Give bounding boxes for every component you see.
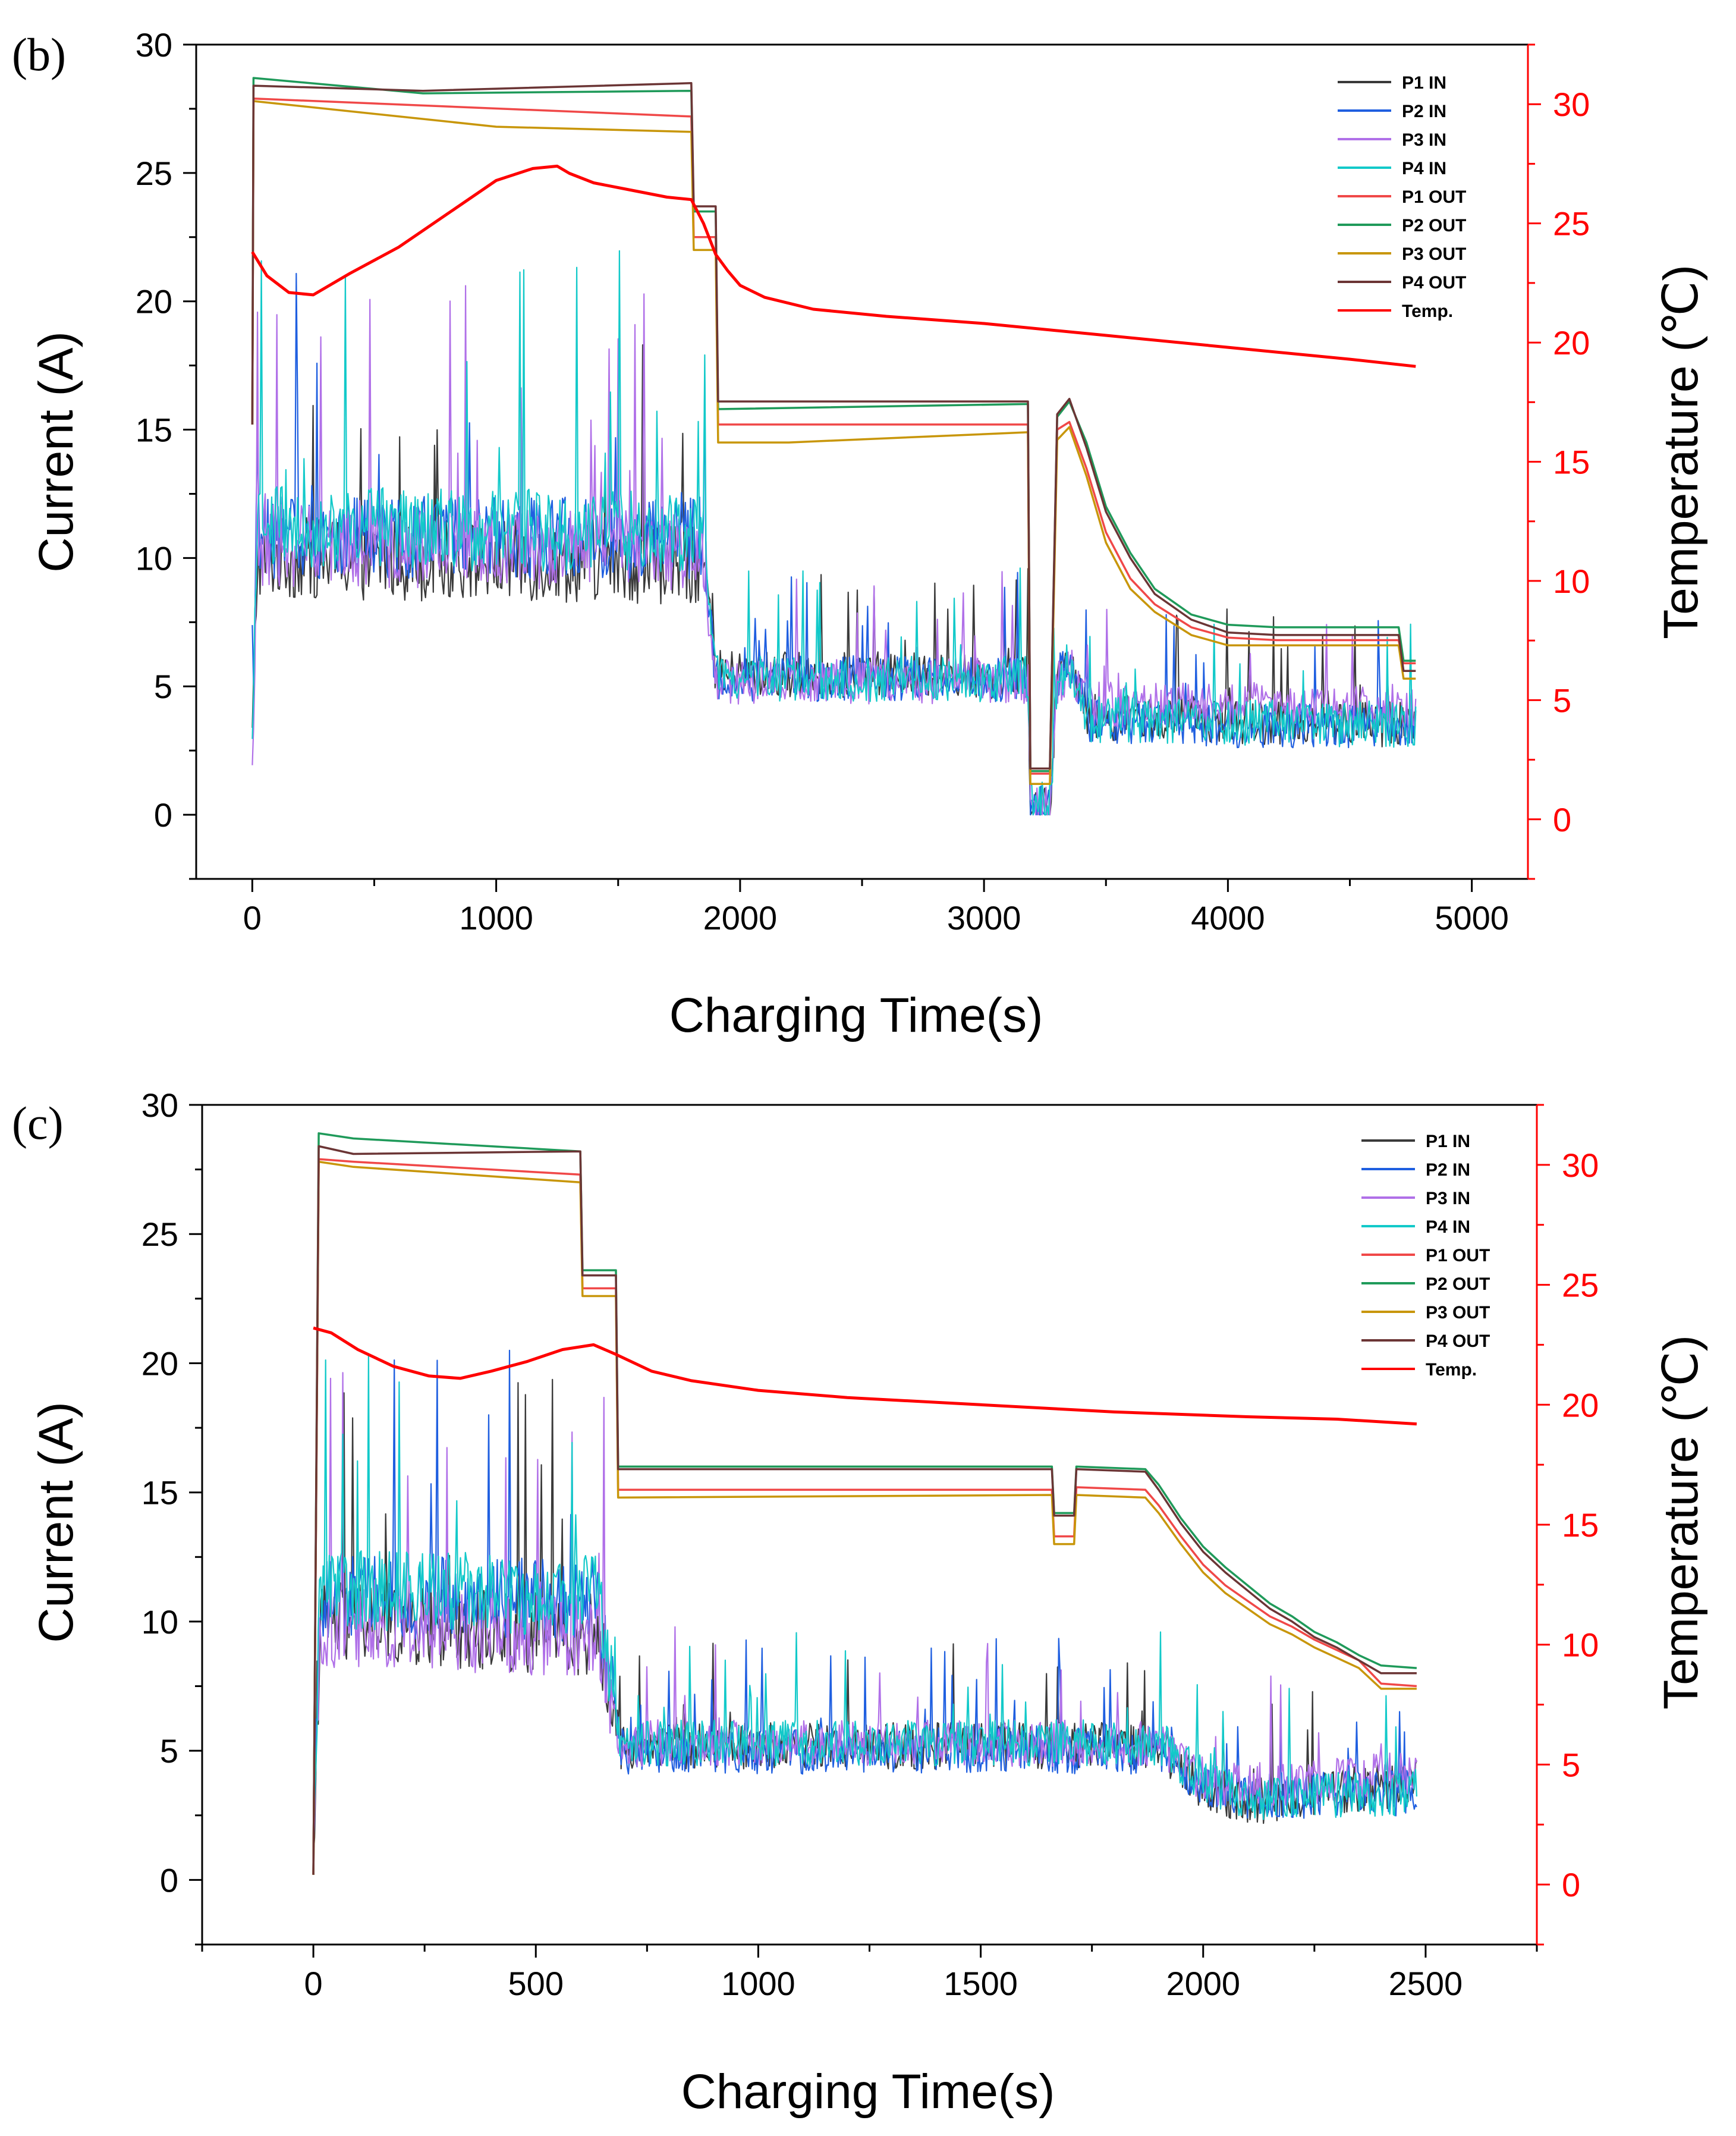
- legend-label-p2-out: P2 OUT: [1426, 1274, 1490, 1294]
- series-line-p4-out: [312, 1145, 1417, 1875]
- y2-tick-label: 20: [1553, 324, 1590, 362]
- x-tick-label: 500: [508, 1965, 564, 2002]
- x-tick-label: 1000: [459, 899, 533, 937]
- y2-axis-title: Temperature (℃): [1654, 265, 1708, 639]
- x-axis-title: Charging Time(s): [681, 2065, 1055, 2119]
- y2-tick-label: 20: [1562, 1386, 1599, 1424]
- legend-label-p1-out: P1 OUT: [1426, 1246, 1490, 1265]
- series-line-p3-in: [313, 1372, 1417, 1855]
- y-tick-label: 30: [141, 1086, 178, 1124]
- legend-label-temp: Temp.: [1426, 1360, 1477, 1380]
- legend-label-p3-out: P3 OUT: [1402, 244, 1466, 264]
- y-tick-label: 30: [136, 26, 172, 64]
- chart-panel-c: (c) 0 500 1000 1500 2000 2500 0 5 10 15 20 25 30 0 5 10…: [12, 1086, 1708, 2119]
- y-axis-title: Current (A): [29, 1402, 83, 1643]
- y-tick-label: 20: [136, 283, 172, 321]
- x-tick-label: 0: [304, 1965, 323, 2002]
- y2-tick-label: 5: [1562, 1746, 1580, 1783]
- y2-tick-label: 15: [1553, 444, 1590, 481]
- y2-tick-label: 30: [1553, 86, 1590, 123]
- y-tick-label: 5: [154, 668, 172, 705]
- panel-label: (c): [12, 1097, 64, 1149]
- legend-label-p3-in: P3 IN: [1426, 1189, 1470, 1208]
- x-tick-label: 2000: [703, 899, 778, 937]
- legend-label-p2-in: P2 IN: [1426, 1160, 1470, 1180]
- legend-label-p1-out: P1 OUT: [1402, 187, 1466, 207]
- legend: P1 IN P2 IN P3 IN P4 IN P1 OUT P2 OUT P3 OUT P4…: [1361, 1132, 1490, 1380]
- y-tick-label: 0: [160, 1861, 178, 1899]
- y-tick-label: 25: [136, 155, 172, 192]
- y-tick-label: 25: [141, 1215, 178, 1253]
- x-tick-label: 4000: [1191, 899, 1265, 937]
- panel-label: (b): [12, 29, 66, 80]
- y2-tick-label: 25: [1562, 1267, 1599, 1304]
- legend-label-p1-in: P1 IN: [1402, 73, 1446, 93]
- x-tick-label: 3000: [947, 899, 1021, 937]
- y-tick-label: 5: [160, 1732, 178, 1770]
- legend-label-temp: Temp.: [1402, 301, 1453, 321]
- legend: P1 IN P2 IN P3 IN P4 IN P1 OUT P2 OUT P3 OUT P4…: [1338, 73, 1466, 321]
- y-tick-label: 15: [141, 1474, 178, 1512]
- series-line-temp: [251, 164, 1416, 368]
- y2-tick-label: 0: [1562, 1866, 1580, 1903]
- series-line-p1-in: [251, 344, 1417, 816]
- series-line-p3-out: [312, 1160, 1417, 1875]
- x-tick-label: 1500: [944, 1965, 1018, 2002]
- y2-tick-label: 25: [1553, 205, 1590, 243]
- y-tick-label: 15: [136, 412, 172, 449]
- x-tick-label: 0: [243, 899, 262, 937]
- legend-label-p3-out: P3 OUT: [1426, 1303, 1490, 1323]
- y-tick-label: 10: [136, 539, 172, 577]
- legend-label-p2-in: P2 IN: [1402, 102, 1446, 121]
- x-tick-label: 2000: [1166, 1965, 1240, 2002]
- y2-tick-label: 0: [1553, 801, 1571, 838]
- plot-area: 0 1000 2000 3000 4000 5000 0 5 10 15 20 25 30 0 5 10 15 2…: [136, 26, 1590, 937]
- y2-tick-label: 15: [1562, 1506, 1599, 1544]
- chart-panel-b: (b) 0 1000 2000 3000 4000 5000 0 5 10 15 20 25 30 0 5 1…: [12, 26, 1708, 1042]
- legend-label-p3-in: P3 IN: [1402, 130, 1446, 150]
- x-axis-title: Charging Time(s): [669, 988, 1043, 1042]
- series-line-p4-out: [251, 82, 1416, 770]
- legend-label-p4-in: P4 IN: [1426, 1217, 1470, 1237]
- y2-tick-label: 30: [1562, 1146, 1599, 1184]
- series-line-p2-in: [313, 1349, 1417, 1855]
- series-line-temp: [313, 1326, 1417, 1426]
- legend-label-p2-out: P2 OUT: [1402, 216, 1466, 235]
- y2-tick-label: 10: [1562, 1626, 1599, 1664]
- legend-label-p4-out: P4 OUT: [1402, 273, 1466, 293]
- y2-tick-label: 10: [1553, 563, 1590, 600]
- y2-tick-label: 5: [1553, 681, 1571, 719]
- series-line-p4-in: [251, 250, 1417, 816]
- legend-label-p4-in: P4 IN: [1402, 159, 1446, 178]
- series-line-p4-in: [313, 1355, 1417, 1854]
- y-tick-label: 10: [141, 1603, 178, 1641]
- y-tick-label: 20: [141, 1345, 178, 1382]
- series-line-p1-out: [251, 97, 1416, 775]
- y-tick-label: 0: [154, 796, 172, 834]
- x-tick-label: 2500: [1389, 1965, 1463, 2002]
- legend-label-p1-in: P1 IN: [1426, 1132, 1470, 1151]
- series-line-p1-out: [312, 1158, 1417, 1875]
- y-axis-title: Current (A): [29, 331, 83, 573]
- series-line-p3-in: [251, 285, 1417, 816]
- x-tick-label: 1000: [721, 1965, 795, 2002]
- plot-area: 0 500 1000 1500 2000 2500 0 5 10 15 20 25 30 0 5 10 15 20…: [141, 1086, 1599, 2002]
- y2-axis-title: Temperature (℃): [1654, 1335, 1708, 1710]
- legend-label-p4-out: P4 OUT: [1426, 1331, 1490, 1351]
- x-tick-label: 5000: [1435, 899, 1509, 937]
- series-line-p2-out: [312, 1132, 1417, 1875]
